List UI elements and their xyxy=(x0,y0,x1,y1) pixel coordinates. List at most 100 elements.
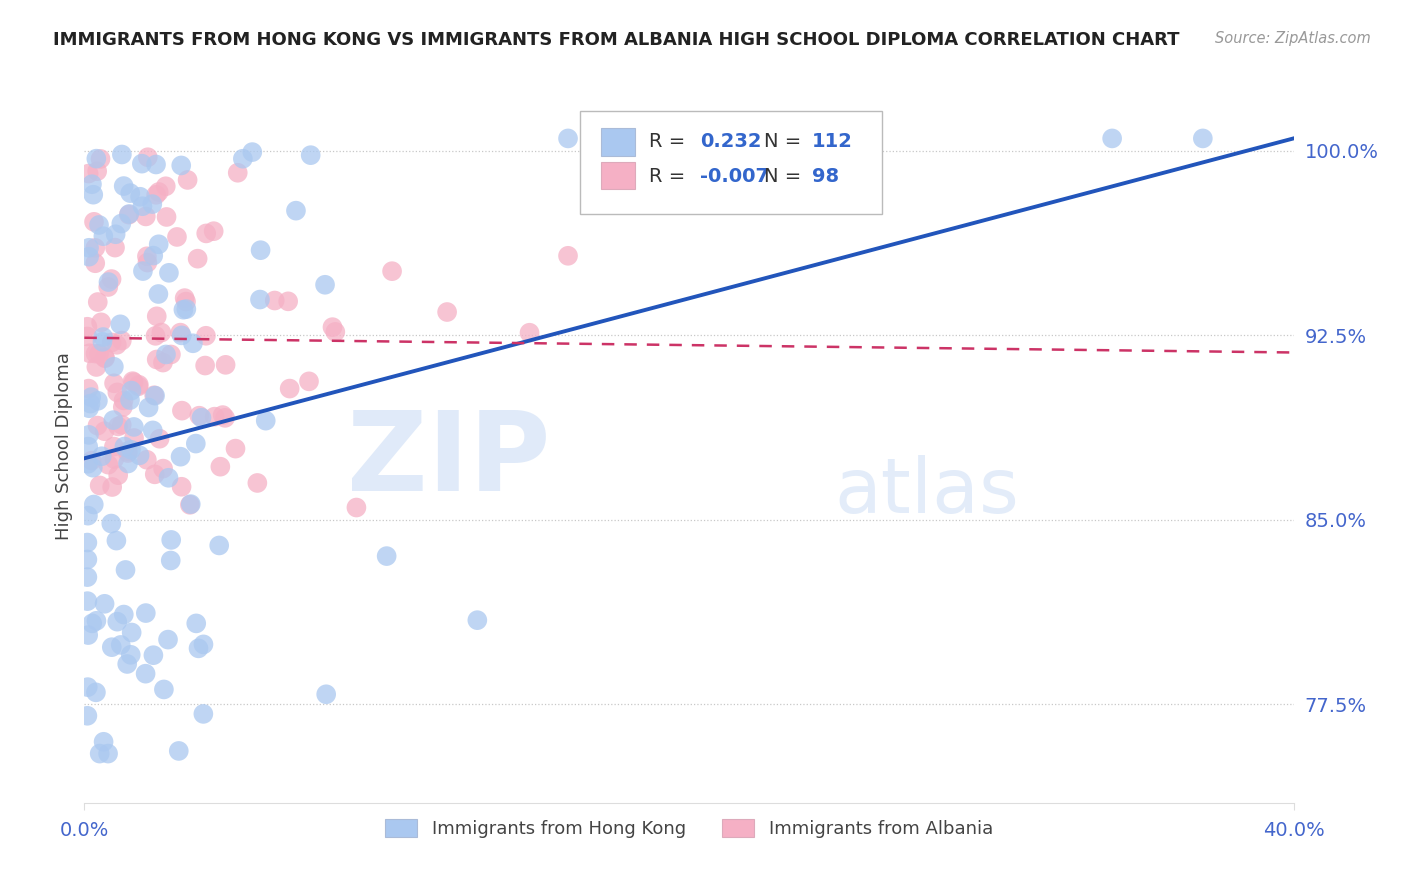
Point xyxy=(93,735,115,749)
Point xyxy=(100,272,122,286)
Point xyxy=(120,442,142,457)
FancyBboxPatch shape xyxy=(581,111,883,214)
Point xyxy=(145,329,167,343)
Text: atlas: atlas xyxy=(834,456,1019,529)
Point xyxy=(190,410,212,425)
Point xyxy=(77,508,100,523)
Point xyxy=(76,680,98,694)
Point xyxy=(225,442,247,456)
Point xyxy=(181,336,204,351)
Point xyxy=(186,616,208,631)
Point xyxy=(77,440,100,454)
Point xyxy=(127,379,149,393)
Point xyxy=(315,687,337,701)
Point xyxy=(94,351,117,365)
Point xyxy=(79,346,101,360)
Point xyxy=(93,597,115,611)
Point xyxy=(120,186,142,200)
Point xyxy=(77,457,100,471)
Point xyxy=(148,237,170,252)
Point xyxy=(226,166,249,180)
Point xyxy=(170,158,193,172)
Point xyxy=(157,266,180,280)
Point xyxy=(77,382,100,396)
Point xyxy=(83,498,105,512)
Point xyxy=(118,207,141,221)
Point xyxy=(76,594,98,608)
Point xyxy=(131,156,153,170)
Point xyxy=(84,256,107,270)
Y-axis label: High School Diploma: High School Diploma xyxy=(55,352,73,540)
Point xyxy=(277,294,299,309)
Point xyxy=(157,632,180,647)
Point xyxy=(86,418,108,433)
Point xyxy=(204,409,226,424)
Point xyxy=(97,747,120,761)
Point xyxy=(128,448,150,462)
Point xyxy=(114,563,136,577)
Point xyxy=(143,467,166,482)
Point xyxy=(121,384,143,398)
Point xyxy=(143,388,166,402)
Point xyxy=(112,440,135,454)
Point xyxy=(122,431,145,445)
Point xyxy=(143,389,166,403)
Point xyxy=(86,164,108,178)
Point xyxy=(278,382,301,396)
Point xyxy=(381,264,404,278)
Point xyxy=(84,241,107,255)
Point xyxy=(180,497,202,511)
Legend: Immigrants from Hong Kong, Immigrants from Albania: Immigrants from Hong Kong, Immigrants fr… xyxy=(375,810,1002,847)
Point xyxy=(91,330,114,344)
Point xyxy=(142,424,165,438)
Point xyxy=(240,145,263,160)
Point xyxy=(105,385,128,400)
Point xyxy=(208,538,231,552)
Point xyxy=(87,218,110,232)
Point xyxy=(155,210,177,224)
Point xyxy=(232,152,254,166)
Point xyxy=(142,249,165,263)
Point xyxy=(76,552,98,566)
Point xyxy=(1101,131,1123,145)
Point xyxy=(173,291,195,305)
Point xyxy=(103,413,125,427)
Point xyxy=(135,606,157,620)
Point xyxy=(82,187,104,202)
Point xyxy=(122,376,145,390)
Point xyxy=(93,424,115,438)
Point xyxy=(76,535,98,549)
Point xyxy=(80,390,103,404)
Text: N =: N = xyxy=(763,132,801,151)
Point xyxy=(86,614,108,628)
Point xyxy=(120,648,142,662)
Point xyxy=(375,549,398,563)
Point xyxy=(103,452,125,467)
Point xyxy=(214,358,236,372)
Point xyxy=(155,347,177,361)
Point xyxy=(129,190,152,204)
Point xyxy=(132,264,155,278)
Point xyxy=(299,148,322,162)
Point xyxy=(188,409,211,423)
FancyBboxPatch shape xyxy=(600,162,634,189)
Point xyxy=(263,293,285,308)
Point xyxy=(107,468,129,483)
Point xyxy=(76,708,98,723)
Point xyxy=(90,449,112,463)
Point xyxy=(118,393,141,408)
Point xyxy=(87,393,110,408)
Point xyxy=(104,227,127,242)
Point xyxy=(105,533,128,548)
Point xyxy=(138,401,160,415)
Point xyxy=(150,326,173,340)
Point xyxy=(193,706,215,721)
Point xyxy=(557,131,579,145)
Point xyxy=(111,147,134,161)
Text: ZIP: ZIP xyxy=(346,407,550,514)
Point xyxy=(254,414,277,428)
Point xyxy=(174,294,197,309)
Point xyxy=(76,570,98,584)
Point xyxy=(155,179,177,194)
Point xyxy=(160,347,183,361)
